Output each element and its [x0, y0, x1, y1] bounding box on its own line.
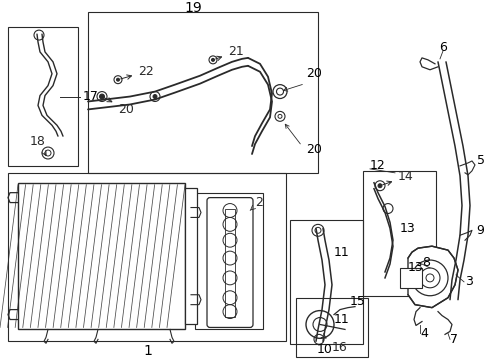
Circle shape [153, 95, 157, 99]
Text: 15: 15 [350, 295, 366, 308]
Text: 9: 9 [476, 224, 484, 237]
Text: 13: 13 [408, 261, 424, 274]
Text: 1: 1 [144, 344, 152, 358]
Bar [8, 173, 286, 341]
Bar [185, 188, 197, 324]
Text: 11: 11 [334, 246, 350, 258]
Bar [290, 220, 363, 344]
Bar [88, 12, 318, 173]
Circle shape [212, 58, 215, 61]
Bar [195, 193, 263, 329]
Text: 6: 6 [439, 41, 447, 54]
Text: 12: 12 [370, 159, 386, 172]
FancyBboxPatch shape [207, 198, 253, 328]
Text: 7: 7 [450, 333, 458, 346]
Text: 20: 20 [306, 143, 322, 156]
Text: 16: 16 [321, 334, 348, 354]
Text: 4: 4 [420, 327, 428, 340]
Text: 8: 8 [422, 256, 430, 269]
Text: 11: 11 [334, 313, 350, 326]
Bar [8, 27, 78, 166]
Text: 20: 20 [306, 67, 322, 80]
Text: 21: 21 [216, 45, 244, 60]
Bar [363, 171, 436, 296]
Bar [400, 268, 422, 288]
Circle shape [99, 94, 104, 99]
Text: 19: 19 [184, 1, 202, 15]
Text: 13: 13 [400, 222, 416, 235]
Polygon shape [408, 246, 458, 308]
Bar [225, 208, 235, 316]
Circle shape [117, 78, 120, 81]
Text: 14: 14 [383, 170, 414, 185]
Text: 10: 10 [317, 343, 333, 356]
Text: 22: 22 [121, 65, 154, 79]
Text: 3: 3 [465, 275, 473, 288]
Text: 5: 5 [477, 154, 485, 167]
Text: 18: 18 [30, 135, 46, 156]
Bar [18, 183, 185, 329]
Circle shape [378, 184, 382, 188]
Text: 2: 2 [250, 196, 263, 210]
Text: 20: 20 [104, 98, 134, 116]
Text: 17: 17 [83, 90, 99, 103]
Bar [296, 298, 368, 357]
